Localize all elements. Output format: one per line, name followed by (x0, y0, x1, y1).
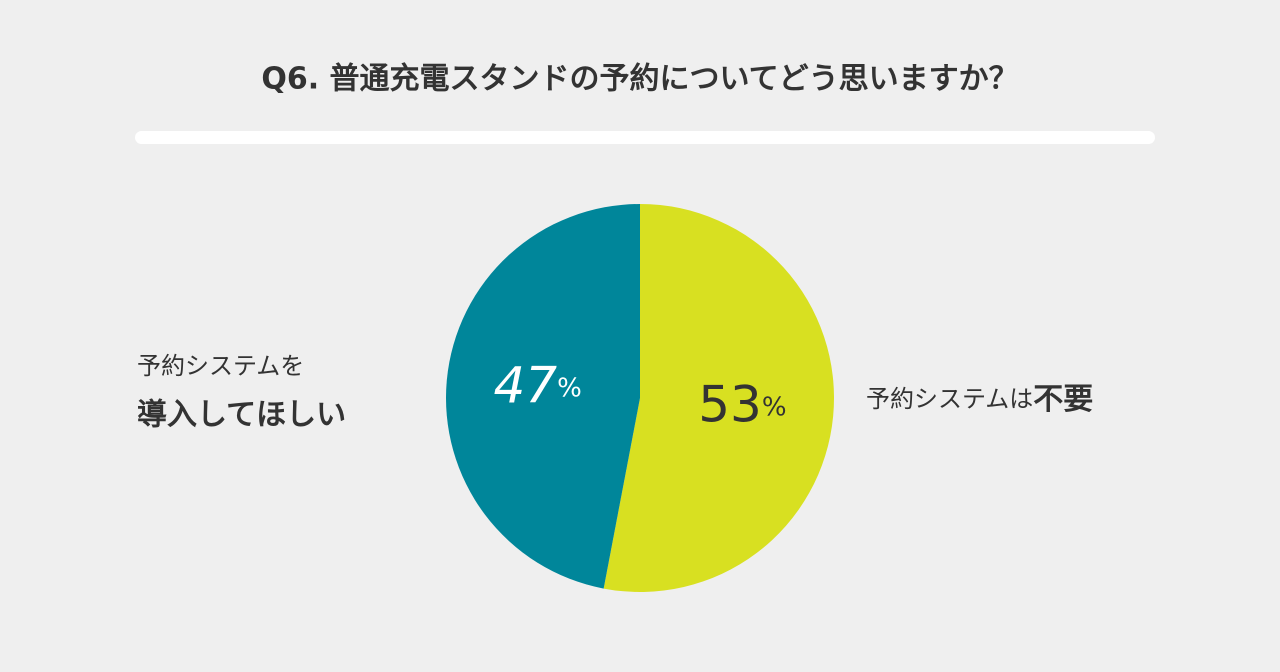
value-label: 47% (493, 356, 581, 414)
pie-slice (603, 204, 835, 592)
category-label: 導入してほしい (137, 398, 346, 433)
category-label: 予約システムは不要 (866, 382, 1093, 417)
category-label: 予約システムを (137, 352, 304, 380)
value-label: 53% (698, 375, 786, 433)
chart-title: Q6. 普通充電スタンドの予約についてどう思いますか？ (261, 62, 1018, 97)
category-label-part: 予約システムは (866, 385, 1033, 413)
divider (135, 131, 1155, 144)
category-label-part: 不要 (1033, 382, 1093, 417)
pie-slice (445, 204, 640, 589)
